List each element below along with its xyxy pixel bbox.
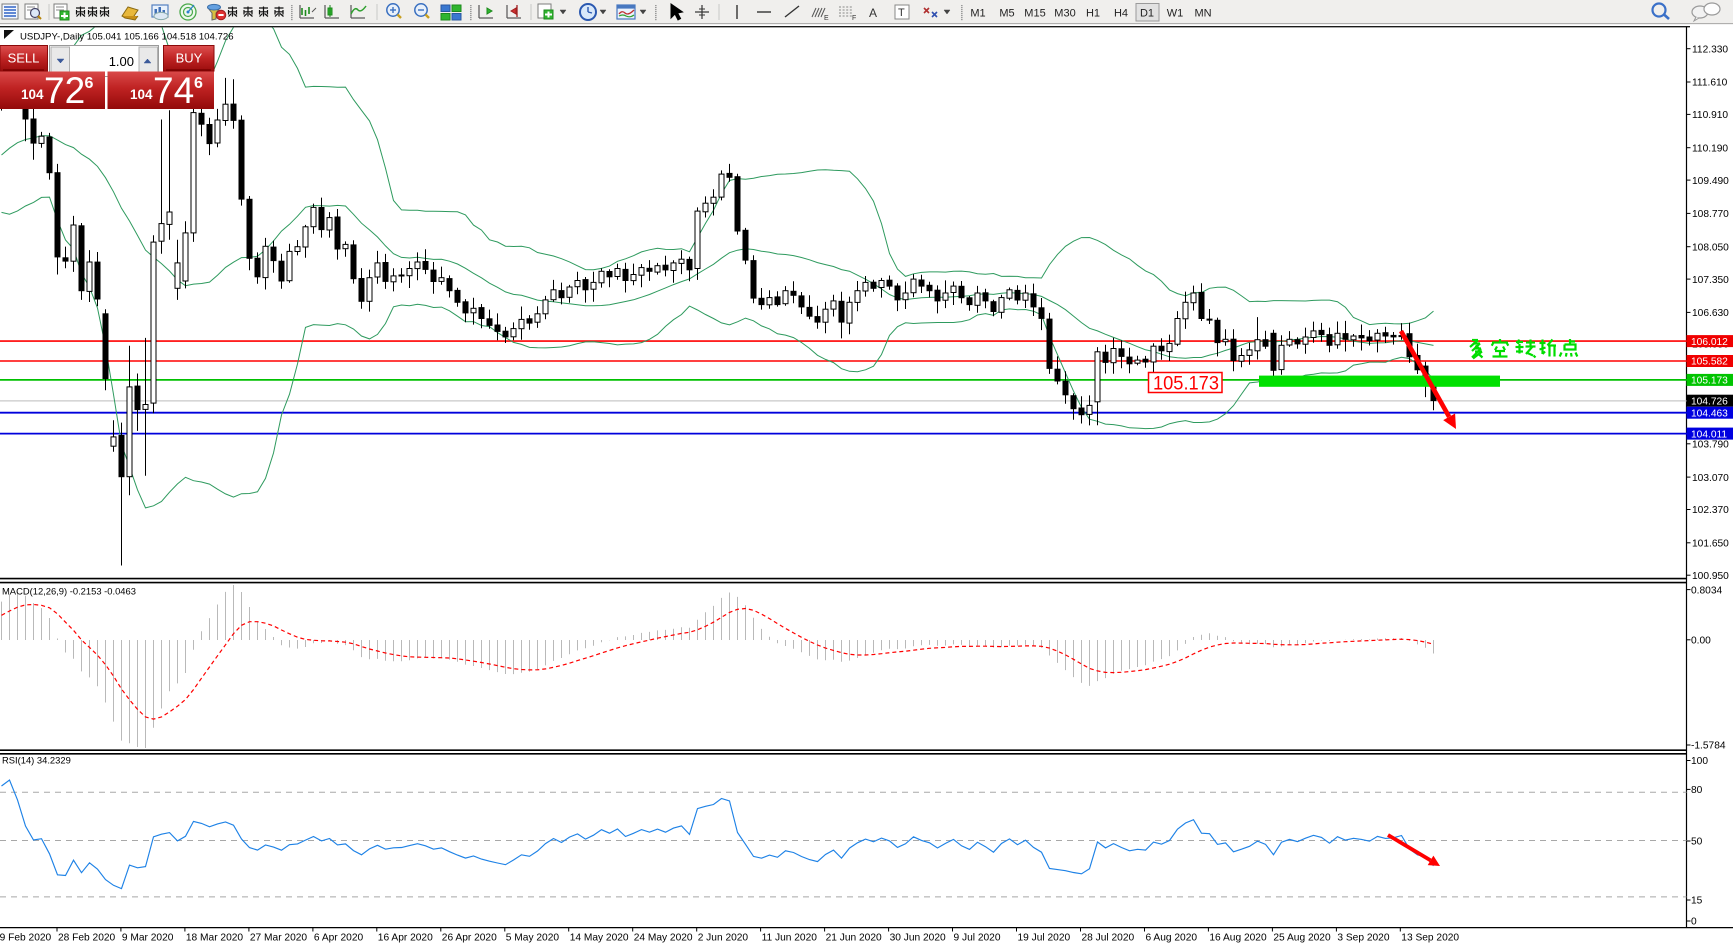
svg-text:80: 80	[1691, 785, 1703, 796]
svg-text:105.582: 105.582	[1691, 357, 1728, 368]
svg-text:24 May 2020: 24 May 2020	[634, 933, 693, 944]
svg-text:105.173: 105.173	[1153, 374, 1219, 395]
svg-text:72: 72	[44, 70, 85, 111]
svg-text:107.350: 107.350	[1692, 275, 1729, 286]
svg-text:19 Feb 2020: 19 Feb 2020	[0, 933, 52, 944]
svg-text:9 Jul 2020: 9 Jul 2020	[954, 933, 1001, 944]
svg-text:15: 15	[1691, 896, 1703, 907]
svg-text:16 Aug 2020: 16 Aug 2020	[1209, 933, 1267, 944]
svg-text:H4: H4	[1114, 8, 1128, 20]
svg-text:BUY: BUY	[176, 51, 203, 66]
svg-text:3 Sep 2020: 3 Sep 2020	[1337, 933, 1389, 944]
svg-text:W1: W1	[1167, 8, 1184, 20]
svg-text:1.00: 1.00	[109, 54, 134, 69]
svg-text:111.610: 111.610	[1692, 78, 1728, 89]
svg-text:102.370: 102.370	[1692, 505, 1729, 516]
svg-text:104: 104	[21, 87, 44, 102]
svg-text:104.011: 104.011	[1691, 429, 1727, 440]
svg-text:19 Jul 2020: 19 Jul 2020	[1018, 933, 1071, 944]
svg-text:27 Mar 2020: 27 Mar 2020	[250, 933, 308, 944]
svg-text:A: A	[869, 6, 877, 20]
svg-text:25 Aug 2020: 25 Aug 2020	[1273, 933, 1331, 944]
svg-text:101.650: 101.650	[1692, 539, 1729, 550]
svg-text:104.726: 104.726	[1691, 396, 1728, 407]
svg-text:28 Jul 2020: 28 Jul 2020	[1082, 933, 1135, 944]
svg-text:112.330: 112.330	[1692, 44, 1728, 55]
svg-text:108.050: 108.050	[1692, 242, 1729, 253]
svg-text:30 Jun 2020: 30 Jun 2020	[890, 933, 946, 944]
svg-text:2 Jun 2020: 2 Jun 2020	[698, 933, 749, 944]
svg-text:104.463: 104.463	[1691, 408, 1728, 419]
svg-text:MN: MN	[1194, 8, 1211, 20]
svg-text:T: T	[898, 7, 905, 19]
svg-text:D1: D1	[1140, 8, 1154, 20]
svg-text:M30: M30	[1054, 8, 1075, 20]
svg-text:74: 74	[153, 70, 194, 111]
svg-text:SELL: SELL	[8, 51, 40, 66]
svg-text:6: 6	[85, 75, 94, 92]
svg-text:28 Feb 2020: 28 Feb 2020	[58, 933, 116, 944]
svg-text:110.910: 110.910	[1692, 110, 1728, 121]
svg-text:26 Apr 2020: 26 Apr 2020	[442, 933, 497, 944]
svg-text:5 May 2020: 5 May 2020	[506, 933, 560, 944]
svg-text:18 Mar 2020: 18 Mar 2020	[186, 933, 244, 944]
svg-text:104: 104	[130, 87, 153, 102]
svg-text:6: 6	[194, 75, 203, 92]
svg-text:108.770: 108.770	[1692, 209, 1729, 220]
svg-text:106.012: 106.012	[1691, 337, 1728, 348]
svg-text:106.630: 106.630	[1692, 308, 1729, 319]
svg-text:13 Sep 2020: 13 Sep 2020	[1401, 933, 1459, 944]
svg-text:6 Aug 2020: 6 Aug 2020	[1146, 933, 1198, 944]
svg-text:MACD(12,26,9) -0.2153 -0.0463: MACD(12,26,9) -0.2153 -0.0463	[2, 586, 136, 597]
svg-text:103.790: 103.790	[1692, 440, 1729, 451]
svg-text:RSI(14) 34.2329: RSI(14) 34.2329	[2, 755, 71, 766]
svg-text:50: 50	[1691, 837, 1703, 848]
svg-text:21 Jun 2020: 21 Jun 2020	[826, 933, 882, 944]
svg-text:14 May 2020: 14 May 2020	[570, 933, 629, 944]
svg-text:0: 0	[1691, 917, 1697, 928]
svg-text:105.173: 105.173	[1691, 376, 1728, 387]
svg-text:6 Apr 2020: 6 Apr 2020	[314, 933, 364, 944]
svg-text:16 Apr 2020: 16 Apr 2020	[378, 933, 433, 944]
svg-text:103.070: 103.070	[1692, 473, 1729, 484]
svg-text:E: E	[824, 15, 829, 22]
svg-text:USDJPY-,Daily 105.041 105.166: USDJPY-,Daily 105.041 105.166 104.518 10…	[20, 32, 234, 43]
svg-text:110.190: 110.190	[1692, 143, 1728, 154]
svg-text:F: F	[852, 15, 856, 22]
svg-text:0.8034: 0.8034	[1691, 585, 1722, 596]
svg-text:M1: M1	[970, 8, 985, 20]
svg-text:9 Mar 2020: 9 Mar 2020	[122, 933, 174, 944]
svg-text:H1: H1	[1086, 8, 1100, 20]
svg-text:0.00: 0.00	[1691, 636, 1711, 647]
svg-text:100: 100	[1691, 756, 1708, 767]
svg-text:-1.5784: -1.5784	[1691, 741, 1726, 752]
svg-text:100.950: 100.950	[1692, 571, 1729, 582]
svg-text:M5: M5	[999, 8, 1014, 20]
svg-text:11 Jun 2020: 11 Jun 2020	[762, 933, 818, 944]
svg-text:M15: M15	[1024, 8, 1045, 20]
svg-text:109.490: 109.490	[1692, 176, 1729, 187]
